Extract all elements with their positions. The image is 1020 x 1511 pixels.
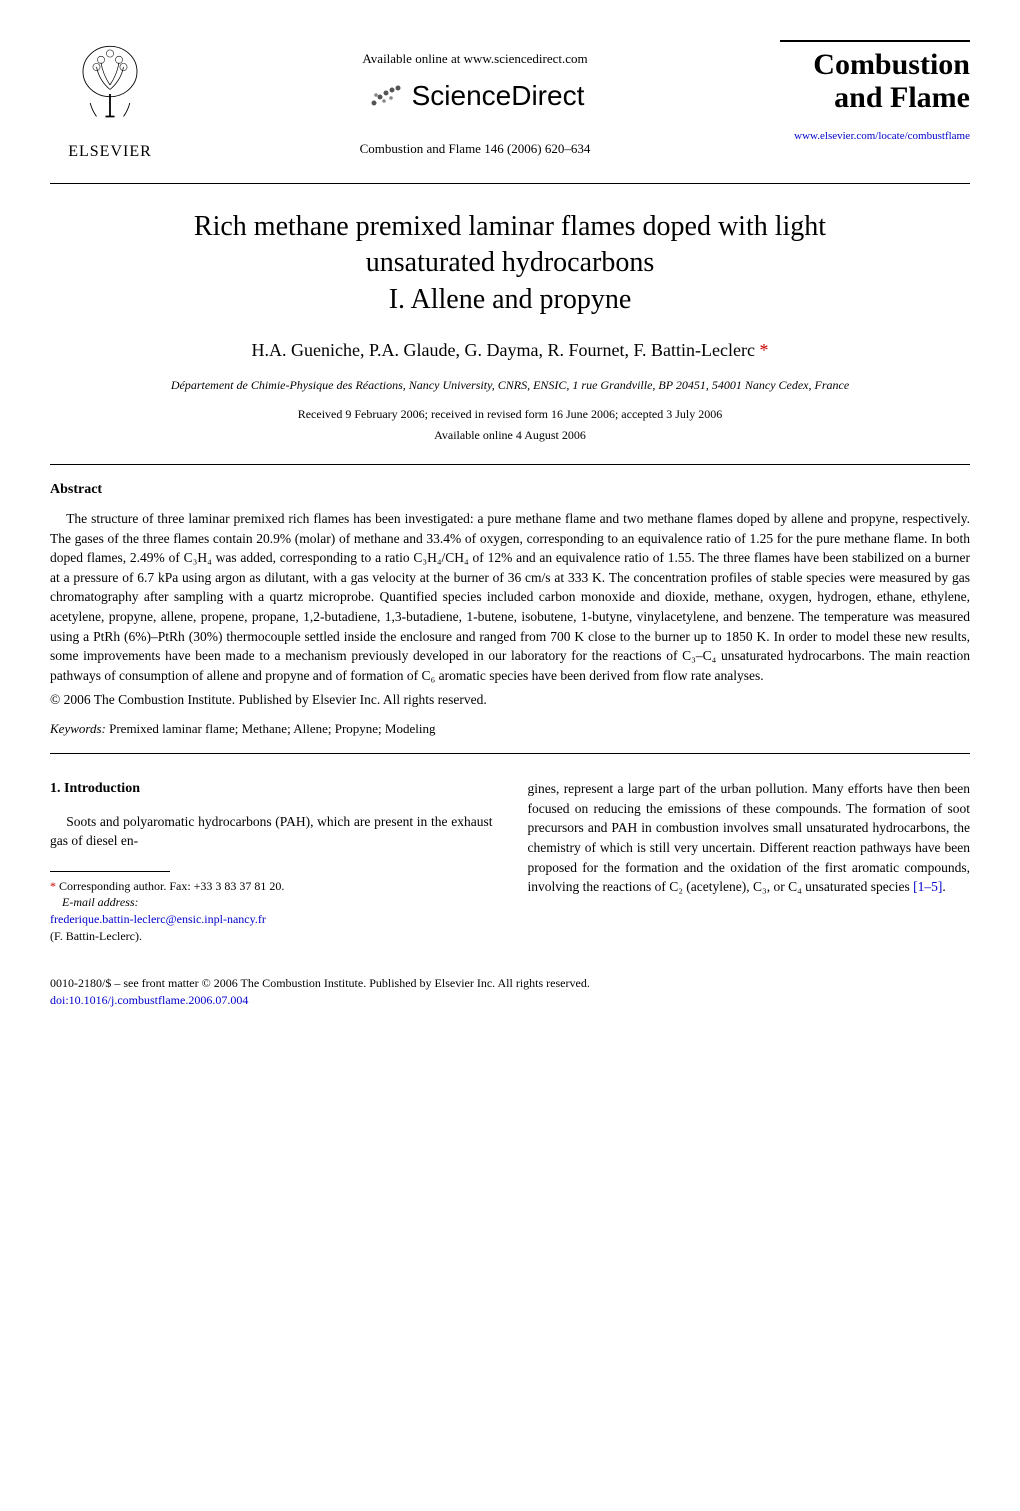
- intro-right-text: gines, represent a large part of the urb…: [528, 781, 971, 894]
- right-column: gines, represent a large part of the urb…: [528, 779, 971, 945]
- abstract-text: The structure of three laminar premixed …: [50, 509, 970, 685]
- top-rule: [50, 183, 970, 184]
- authors-list: H.A. Gueniche, P.A. Glaude, G. Dayma, R.…: [252, 340, 755, 360]
- keywords-text: Premixed laminar flame; Methane; Allene;…: [106, 721, 436, 736]
- intro-period: .: [942, 879, 945, 894]
- journal-url[interactable]: www.elsevier.com/locate/combustflame: [780, 129, 970, 144]
- title-line2: unsaturated hydrocarbons: [366, 247, 654, 278]
- ref-link[interactable]: [1–5]: [913, 879, 942, 894]
- center-header: Available online at www.sciencedirect.co…: [170, 40, 780, 159]
- title-line1: Rich methane premixed laminar flames dop…: [194, 211, 826, 242]
- available-online-text: Available online at www.sciencedirect.co…: [170, 50, 780, 68]
- affiliation: Département de Chimie-Physique des Réact…: [50, 378, 970, 394]
- keywords: Keywords: Premixed laminar flame; Methan…: [50, 720, 970, 738]
- sciencedirect-brand: ScienceDirect: [170, 76, 780, 115]
- abstract-top-rule: [50, 464, 970, 465]
- publisher-name: ELSEVIER: [50, 141, 170, 163]
- available-date: Available online 4 August 2006: [50, 427, 970, 444]
- doi-link[interactable]: doi:10.1016/j.combustflame.2006.07.004: [50, 992, 970, 1009]
- left-column: 1. Introduction Soots and polyaromatic h…: [50, 779, 493, 945]
- authors: H.A. Gueniche, P.A. Glaude, G. Dayma, R.…: [50, 338, 970, 363]
- journal-logo: Combustion and Flame www.elsevier.com/lo…: [780, 40, 970, 144]
- article-title: Rich methane premixed laminar flames dop…: [50, 209, 970, 318]
- intro-heading: 1. Introduction: [50, 779, 493, 799]
- intro-right-para: gines, represent a large part of the urb…: [528, 779, 971, 896]
- received-dates: Received 9 February 2006; received in re…: [50, 406, 970, 423]
- footnote-asterisk: *: [50, 879, 56, 893]
- corresponding-author: Corresponding author. Fax: +33 3 83 37 8…: [59, 879, 284, 893]
- sciencedirect-dots-icon: [366, 81, 406, 111]
- corresponding-asterisk: *: [755, 340, 769, 360]
- publisher-logo: ELSEVIER: [50, 40, 170, 163]
- title-line3: I. Allene and propyne: [389, 284, 632, 315]
- footnote: * Corresponding author. Fax: +33 3 83 37…: [50, 878, 493, 945]
- two-column-body: 1. Introduction Soots and polyaromatic h…: [50, 779, 970, 945]
- abstract-copyright: © 2006 The Combustion Institute. Publish…: [50, 691, 970, 710]
- abstract-bottom-rule: [50, 753, 970, 754]
- intro-left-para: Soots and polyaromatic hydrocarbons (PAH…: [50, 812, 493, 851]
- journal-reference: Combustion and Flame 146 (2006) 620–634: [170, 140, 780, 158]
- elsevier-tree-icon: [65, 40, 155, 130]
- journal-name-line1: Combustion: [780, 48, 970, 81]
- abstract-heading: Abstract: [50, 480, 970, 500]
- header-row: ELSEVIER Available online at www.science…: [50, 40, 970, 163]
- journal-name-line2: and Flame: [780, 81, 970, 114]
- email-label: E-mail address:: [62, 895, 139, 909]
- keywords-label: Keywords:: [50, 721, 106, 736]
- footnote-rule: [50, 871, 170, 872]
- email-link[interactable]: frederique.battin-leclerc@ensic.inpl-nan…: [50, 912, 266, 926]
- sciencedirect-text: ScienceDirect: [412, 76, 585, 115]
- footnote-name: (F. Battin-Leclerc).: [50, 929, 142, 943]
- footer-line: 0010-2180/$ – see front matter © 2006 Th…: [50, 975, 970, 992]
